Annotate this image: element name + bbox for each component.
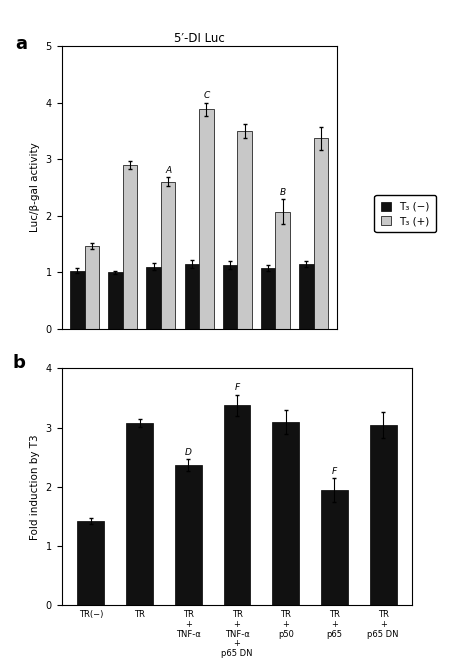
Text: C: C: [203, 91, 210, 101]
Y-axis label: Fold induction by T3: Fold induction by T3: [30, 434, 40, 540]
Bar: [146, 266, 161, 329]
Text: a: a: [15, 35, 27, 53]
Bar: [273, 422, 299, 605]
Bar: [224, 405, 250, 605]
Text: b: b: [12, 354, 26, 372]
Bar: [275, 212, 290, 329]
Text: B: B: [280, 188, 286, 197]
Bar: [77, 521, 104, 605]
Bar: [199, 109, 214, 329]
Bar: [175, 465, 201, 605]
Bar: [184, 264, 199, 329]
Text: A: A: [165, 166, 171, 175]
Bar: [126, 423, 153, 605]
Legend: T₃ (−), T₃ (+): T₃ (−), T₃ (+): [374, 195, 436, 232]
Title: 5′-DI Luc: 5′-DI Luc: [173, 32, 225, 45]
Text: D: D: [185, 447, 191, 457]
Bar: [261, 268, 275, 329]
Text: F: F: [235, 383, 239, 392]
Bar: [314, 138, 328, 329]
Bar: [321, 490, 348, 605]
Bar: [237, 131, 252, 329]
Bar: [370, 425, 397, 605]
Bar: [84, 246, 99, 329]
Text: F: F: [332, 467, 337, 476]
Bar: [123, 165, 137, 329]
Bar: [299, 264, 314, 329]
Bar: [223, 265, 237, 329]
Bar: [70, 270, 84, 329]
Bar: [108, 272, 123, 329]
Y-axis label: Luc/β-gal activity: Luc/β-gal activity: [30, 143, 40, 232]
Bar: [161, 182, 175, 329]
